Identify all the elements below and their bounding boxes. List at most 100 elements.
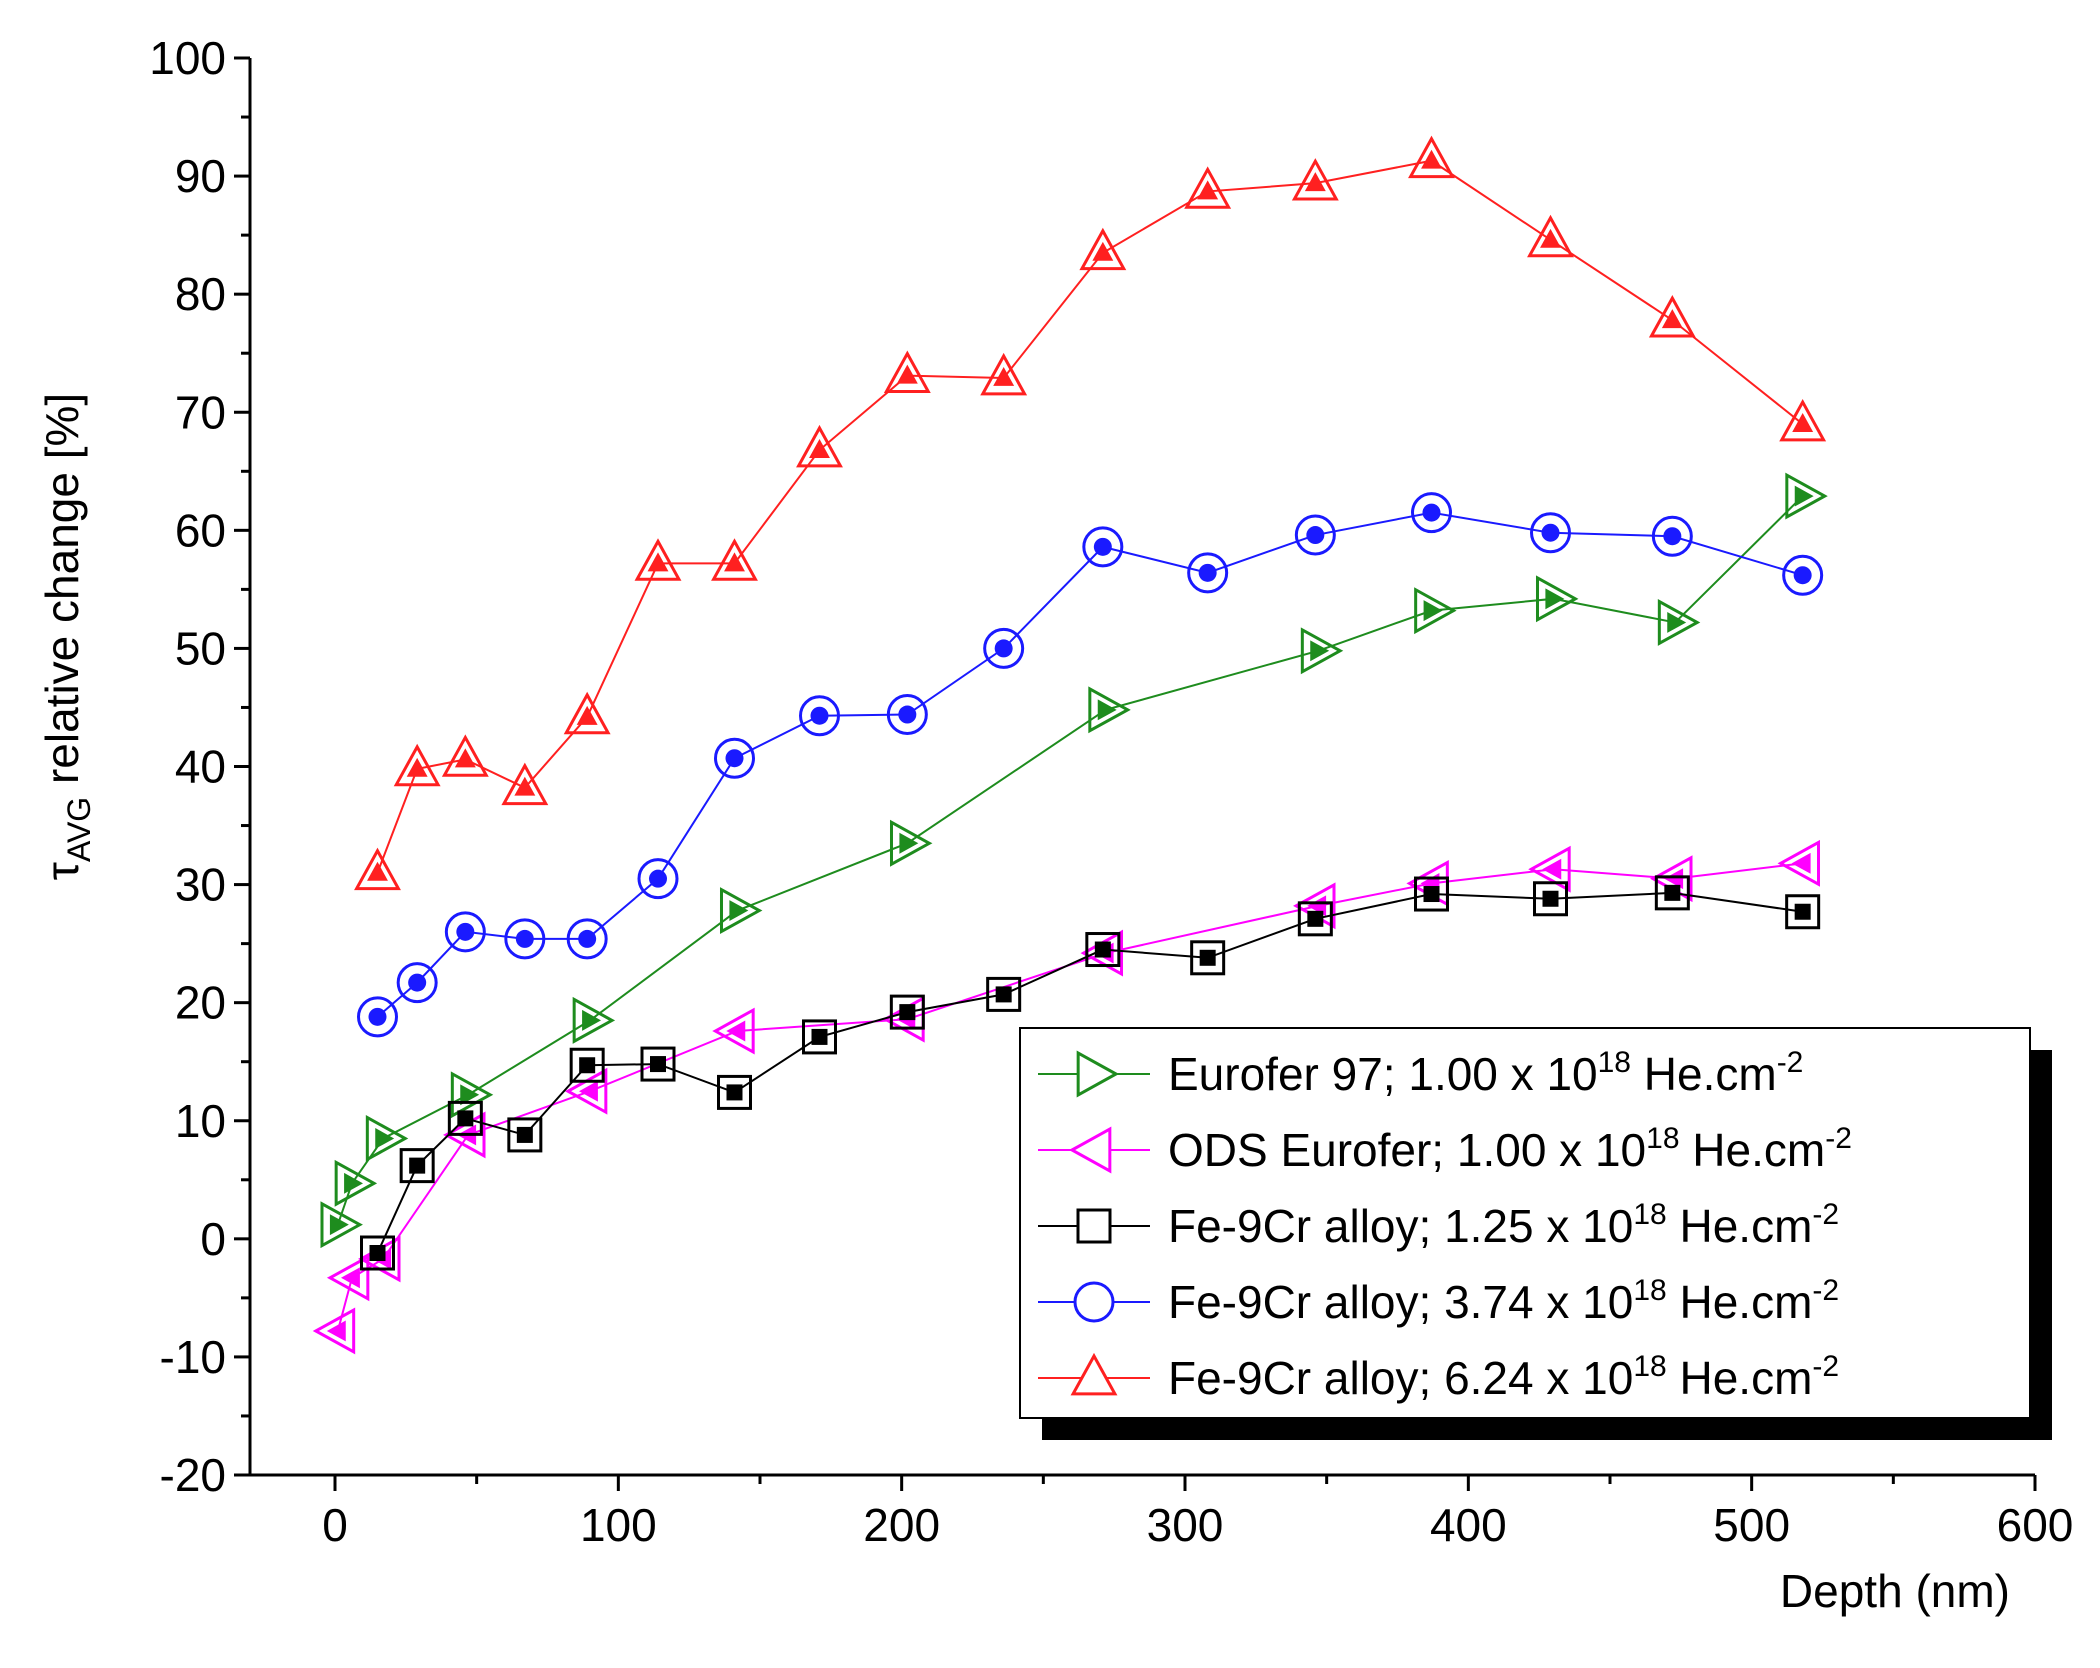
marker-outline: [1079, 227, 1127, 271]
legend-label-exp2: -2: [1812, 1198, 1839, 1231]
legend-label-exp: 18: [1633, 1198, 1666, 1231]
marker-outline: [444, 911, 486, 953]
series-layer: [312, 135, 1828, 1355]
legend-marker: [1073, 1281, 1115, 1323]
legend-entry-2: Fe-9Cr alloy; 1.25 x 1018 He.cm-2: [1038, 1198, 1839, 1252]
data-point-triangle-up: [634, 538, 682, 581]
data-point-triangle-up: [1079, 227, 1127, 271]
marker-outline: [983, 627, 1025, 669]
marker-outline: [326, 1254, 370, 1302]
legend-label: Fe-9Cr alloy; 3.74 x 1018 He.cm-2: [1168, 1274, 1839, 1328]
marker-fill: [1310, 640, 1330, 662]
data-point-circle: [1294, 514, 1336, 556]
data-point-triangle-up: [1527, 214, 1574, 258]
marker-fill: [1542, 890, 1559, 907]
legend-box: [1019, 1027, 2031, 1419]
marker-outline: [357, 996, 398, 1038]
y-tick-label: 60: [175, 504, 226, 556]
marker-outline: [507, 1117, 543, 1153]
legend-marker-shape: [1076, 1208, 1112, 1244]
data-point-square: [1533, 881, 1568, 917]
data-point-square: [447, 1100, 483, 1136]
marker-fill: [368, 1007, 387, 1026]
marker-fill: [1545, 588, 1565, 610]
marker-outline: [320, 1201, 363, 1249]
data-point-triangle-right: [1088, 686, 1131, 734]
series-3: [357, 492, 1824, 1038]
data-point-circle: [1411, 492, 1452, 534]
data-point-circle: [714, 737, 755, 779]
marker-fill: [899, 1004, 916, 1021]
marker-fill: [1667, 611, 1687, 633]
y-tick-label: 10: [175, 1095, 226, 1147]
marker-outline: [714, 737, 755, 779]
series-4: [354, 135, 1827, 891]
data-point-square: [1414, 876, 1449, 912]
data-point-triangle-right: [1785, 472, 1828, 520]
legend-marker: [1068, 1126, 1112, 1174]
marker-fill: [899, 832, 919, 854]
marker-fill: [460, 1084, 480, 1106]
legend-label-prefix: Fe-9Cr alloy; 3.74 x 10: [1168, 1276, 1633, 1328]
x-tick-label: 200: [863, 1499, 940, 1551]
data-point-triangle-right: [1414, 587, 1457, 635]
marker-outline: [1291, 158, 1339, 201]
legend-label-exp: 18: [1646, 1122, 1679, 1155]
marker-outline: [1414, 876, 1449, 912]
y-tick-label: 20: [175, 977, 226, 1029]
data-point-triangle-up: [1408, 135, 1455, 179]
legend-label-unit: He.cm: [1680, 1124, 1826, 1176]
marker-outline: [365, 1115, 409, 1162]
marker-fill: [516, 1126, 533, 1143]
data-point-square: [802, 1019, 837, 1055]
marker-fill: [329, 1214, 349, 1236]
marker-outline: [1535, 575, 1579, 623]
marker-fill: [1093, 537, 1112, 556]
marker-fill: [579, 1080, 598, 1102]
data-point-triangle-up: [441, 734, 489, 777]
marker-fill: [896, 364, 918, 384]
data-point-triangle-up: [1291, 158, 1339, 201]
data-point-circle: [1782, 554, 1824, 596]
marker-fill: [369, 1245, 386, 1262]
data-point-triangle-up: [711, 538, 758, 581]
marker-outline: [450, 1071, 494, 1119]
y-tick-label: 30: [175, 859, 226, 911]
marker-outline: [717, 1074, 752, 1110]
marker-fill: [1423, 886, 1440, 903]
marker-fill: [578, 929, 597, 948]
marker-outline: [1533, 881, 1568, 917]
marker-fill: [993, 367, 1015, 386]
marker-fill: [515, 929, 534, 948]
marker-fill: [367, 861, 388, 881]
marker-fill: [811, 1028, 828, 1045]
series-2: [360, 875, 1821, 1271]
marker-fill: [1092, 241, 1114, 261]
marker-fill: [375, 1128, 395, 1149]
marker-fill: [579, 1057, 596, 1074]
y-tick-label: -10: [160, 1331, 226, 1383]
data-point-triangle-right: [889, 819, 933, 867]
marker-fill: [809, 439, 830, 458]
legend-label-prefix: Eurofer 97; 1.00 x 10: [1168, 1048, 1598, 1100]
legend-marker: [1076, 1050, 1120, 1098]
marker-outline: [1082, 526, 1124, 568]
legend-label-prefix: Fe-9Cr alloy; 6.24 x 10: [1168, 1352, 1633, 1404]
marker-outline: [566, 918, 608, 960]
data-point-circle: [799, 695, 840, 737]
marker-outline: [1530, 512, 1571, 554]
marker-fill: [1664, 884, 1681, 901]
data-point-circle: [504, 918, 546, 960]
marker-fill: [650, 1056, 666, 1073]
legend-label-exp: 18: [1633, 1350, 1666, 1383]
marker-outline: [1782, 554, 1824, 596]
x-tick-label: 0: [322, 1499, 348, 1551]
data-point-triangle-left: [1777, 839, 1821, 887]
data-point-circle: [637, 858, 679, 900]
x-tick-label: 100: [580, 1499, 657, 1551]
marker-fill: [514, 776, 536, 796]
marker-outline: [1187, 552, 1229, 594]
marker-outline: [441, 734, 489, 777]
marker-outline: [393, 743, 441, 787]
marker-outline: [501, 762, 549, 806]
